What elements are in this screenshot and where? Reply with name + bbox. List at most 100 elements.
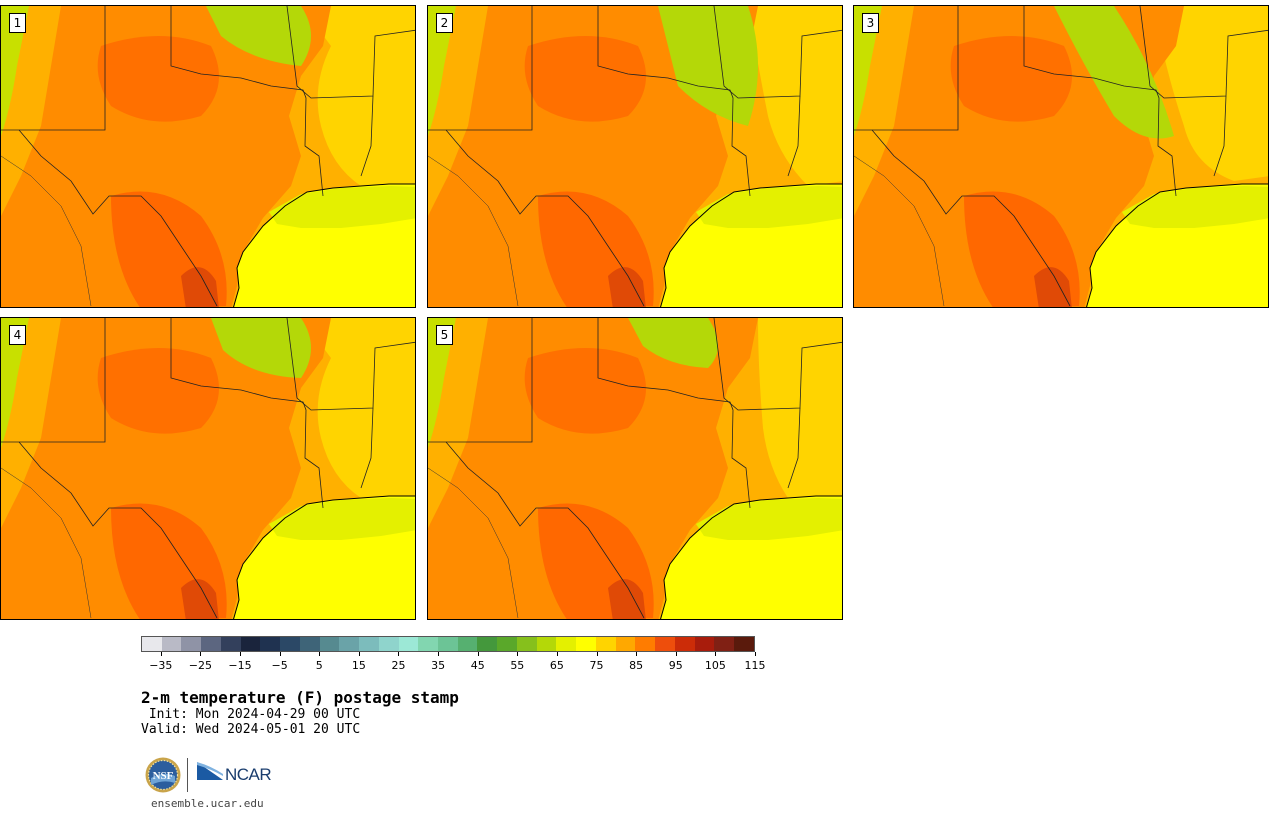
panel-number-label: 1 <box>9 13 26 33</box>
state-boundary <box>787 407 801 489</box>
valid-time: Valid: Wed 2024-05-01 20 UTC <box>141 722 361 737</box>
colorbar-segment <box>181 637 202 651</box>
colorbar-segment <box>260 637 281 651</box>
temperature-map-5 <box>428 318 842 619</box>
warm-region <box>1 6 331 307</box>
colorbar-segment <box>497 637 517 651</box>
hottest-region <box>608 267 646 307</box>
postage-stamp-map-4[interactable]: 4 <box>0 317 416 620</box>
hottest-region <box>181 267 219 307</box>
colorbar-tick-label: 85 <box>629 659 644 672</box>
warm-region <box>428 6 758 307</box>
nsf-logo-text: NSF <box>153 770 174 782</box>
colorbar-tick-label: 5 <box>315 659 323 672</box>
border-line <box>18 129 218 307</box>
colorbar-segment <box>201 637 221 651</box>
temperature-map-4 <box>1 318 415 619</box>
state-boundary <box>170 6 324 197</box>
colorbar-segment <box>142 637 162 651</box>
colorbar-segment <box>378 637 399 651</box>
cool-north-region <box>628 318 718 368</box>
colorbar-tick-label: 55 <box>510 659 525 672</box>
colorbar-segment <box>556 637 577 651</box>
cool-mountain-region <box>854 6 882 136</box>
cool-north-region <box>206 6 311 66</box>
colorbar-segment <box>714 637 735 651</box>
colorbar-segment <box>734 637 754 651</box>
temperature-map-2 <box>428 6 842 307</box>
colorbar-tick <box>675 652 677 656</box>
colorbar-segment <box>359 637 379 651</box>
colorbar-segment <box>674 637 695 651</box>
colorbar-tick-label: −5 <box>271 659 288 672</box>
colorbar-segment <box>220 637 241 651</box>
postage-stamp-map-5[interactable]: 5 <box>427 317 843 620</box>
colorbar-tick-labels: −35 −25 −15 −5 5 15 25 35 45 55 65 75 85 95 105 115 <box>141 652 766 672</box>
panel-number-label: 3 <box>862 13 879 33</box>
panel-number-label: 2 <box>436 13 453 33</box>
colorbar-tick-label: 15 <box>351 659 366 672</box>
coastline <box>660 495 842 619</box>
state-boundary <box>286 318 415 411</box>
state-boundary <box>1213 95 1227 177</box>
ncar-logo-icon <box>197 762 223 780</box>
temperature-colorbar <box>141 636 755 652</box>
postage-stamp-map-3[interactable]: 3 <box>853 5 1269 308</box>
state-boundary <box>170 318 324 509</box>
gulf-shelf-water <box>696 186 842 228</box>
panel-number-label: 4 <box>9 325 26 345</box>
colorbar-tick <box>200 652 202 656</box>
postage-stamp-map-2[interactable]: 2 <box>427 5 843 308</box>
colorbar-segment <box>536 637 557 651</box>
colorbar-tick-label: 65 <box>549 659 564 672</box>
border-line <box>1 467 92 619</box>
colorbar-segment <box>339 637 360 651</box>
coastline <box>233 183 415 307</box>
state-boundary <box>286 6 415 99</box>
cool-mountain-region <box>1 318 29 448</box>
coastline <box>233 495 415 619</box>
coastline <box>660 183 842 307</box>
colorbar-segment <box>418 637 439 651</box>
sponsor-logos: NSF NCAR <box>145 757 275 793</box>
colorbar-tick <box>438 652 440 656</box>
colorbar-tick-label: 35 <box>431 659 446 672</box>
colorbar-segment <box>457 637 478 651</box>
postage-stamp-map-1[interactable]: 1 <box>0 5 416 308</box>
colorbar-tick-label: 115 <box>744 659 766 672</box>
hot-region-north <box>97 36 219 122</box>
colorbar-segment <box>635 637 656 651</box>
colorbar-tick <box>279 652 281 656</box>
coastline <box>1086 183 1268 307</box>
init-time: Init: Mon 2024-04-29 00 UTC <box>141 707 361 722</box>
cooler-east-region <box>301 6 415 186</box>
border-line <box>445 441 645 619</box>
colorbar-segment <box>240 637 261 651</box>
cooler-east-region <box>301 318 415 498</box>
colorbar-tick <box>755 652 756 656</box>
state-boundary <box>713 6 842 99</box>
colorbar-segment <box>615 637 636 651</box>
border-line <box>445 129 645 307</box>
colorbar-segment <box>655 637 675 651</box>
gulf-shelf-water <box>269 186 415 228</box>
colorbar-tick-label: −25 <box>188 659 213 672</box>
colorbar-tick <box>517 652 519 656</box>
border-line <box>428 155 519 307</box>
gulf-shelf-water <box>696 498 842 540</box>
hot-region-north <box>524 36 646 122</box>
panel-number-label: 5 <box>436 325 453 345</box>
state-boundary <box>597 318 751 509</box>
colorbar-tick-label: 25 <box>391 659 406 672</box>
colorbar-segment <box>516 637 537 651</box>
state-boundary <box>1023 6 1177 197</box>
hot-region-north <box>97 348 219 434</box>
state-boundary <box>1 318 106 443</box>
colorbar-tick <box>398 652 400 656</box>
nsf-logo-icon: NSF <box>145 757 181 793</box>
colorbar-tick <box>596 652 598 656</box>
warm-region <box>1 318 331 619</box>
border-line <box>854 155 945 307</box>
colorbar-tick-label: −35 <box>149 659 173 672</box>
border-line <box>871 129 1071 307</box>
